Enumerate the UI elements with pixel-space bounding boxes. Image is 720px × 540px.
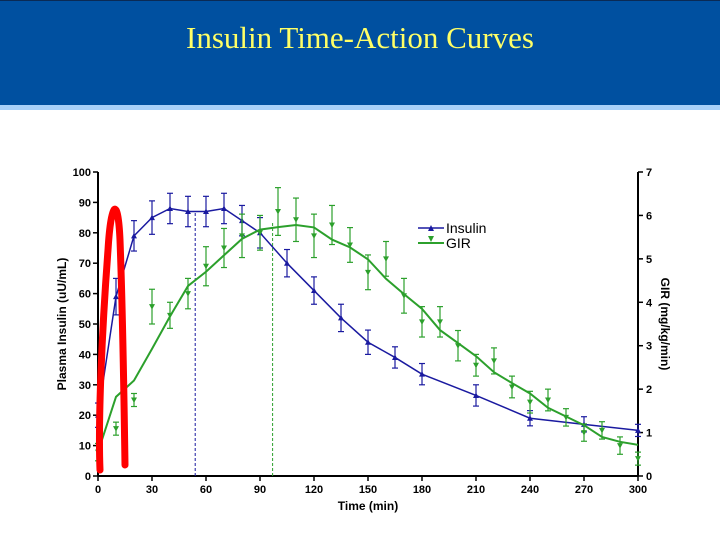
gir-data-point — [509, 384, 515, 390]
y2-tick-label: 3 — [646, 341, 652, 353]
legend-gir-label: GIR — [446, 235, 471, 251]
gir-data-point — [617, 443, 623, 449]
gir-data-point — [401, 293, 407, 299]
y2-tick-label: 7 — [646, 167, 652, 179]
x-tick-label: 30 — [146, 484, 158, 496]
legend-insulin-marker — [428, 225, 434, 231]
insulin-data-point — [284, 260, 290, 266]
legend-gir-marker — [428, 236, 434, 242]
x-tick-label: 270 — [575, 484, 593, 496]
x-tick-label: 300 — [629, 484, 647, 496]
gir-data-point — [311, 233, 317, 239]
y-tick-label: 80 — [79, 228, 91, 240]
gir-data-point — [221, 245, 227, 251]
x-tick-label: 120 — [305, 484, 323, 496]
x-tick-label: 150 — [359, 484, 377, 496]
gir-data-point — [491, 358, 497, 364]
legend-insulin-label: Insulin — [446, 220, 486, 236]
y2-tick-label: 4 — [646, 297, 653, 309]
slide-title: Insulin Time-Action Curves — [186, 20, 534, 55]
x-tick-label: 180 — [413, 484, 431, 496]
gir-data-point — [635, 456, 641, 462]
y-tick-label: 70 — [79, 258, 91, 270]
x-axis-label: Time (min) — [338, 499, 398, 513]
gir-data-point — [455, 343, 461, 349]
y-tick-label: 90 — [79, 197, 91, 209]
gir-data-point — [563, 414, 569, 421]
insulin-data-point — [203, 208, 209, 215]
gir-data-point — [167, 312, 173, 319]
insulin-data-point — [473, 392, 479, 398]
gir-data-point — [599, 427, 605, 434]
insulin-data-point — [149, 214, 155, 221]
insulin-data-point — [338, 314, 344, 321]
y-axis-label: Plasma Insulin (uU/mL) — [55, 258, 69, 391]
insulin-data-point — [185, 208, 191, 215]
gir-data-point — [203, 263, 209, 270]
x-tick-label: 210 — [467, 484, 485, 496]
insulin-data-point — [365, 339, 371, 345]
slide-header — [0, 0, 720, 105]
gir-data-point — [329, 222, 335, 228]
y-tick-label: 30 — [79, 380, 91, 392]
y2-tick-label: 1 — [646, 428, 652, 440]
gir-data-point — [419, 319, 425, 325]
x-tick-label: 90 — [254, 484, 266, 496]
y-tick-label: 60 — [79, 289, 91, 301]
insulin-data-point — [419, 371, 425, 377]
header-accent-strip — [0, 105, 720, 110]
x-tick-label: 240 — [521, 484, 539, 496]
red-hand-drawn-annotation — [95, 205, 129, 474]
series-insulin — [95, 192, 641, 438]
y-tick-label: 100 — [73, 167, 91, 179]
y-tick-label: 50 — [79, 319, 91, 331]
insulin-data-point — [221, 205, 227, 211]
insulin-data-point — [311, 287, 317, 294]
gir-data-point — [383, 256, 389, 262]
gir-data-point — [239, 233, 245, 239]
y-tick-label: 20 — [79, 410, 91, 422]
y-tick-label: 0 — [85, 471, 91, 483]
gir-data-point — [185, 291, 191, 297]
y2-tick-label: 6 — [646, 210, 652, 222]
y2-tick-label: 0 — [646, 471, 652, 483]
insulin-data-point — [392, 354, 398, 360]
gir-data-point — [365, 269, 371, 276]
y2-tick-label: 2 — [646, 384, 652, 396]
x-tick-label: 0 — [95, 484, 101, 496]
y2-axis-label: GIR (mg/kg/min) — [658, 278, 672, 371]
insulin-data-point — [131, 232, 137, 239]
gir-data-point — [149, 304, 155, 310]
gir-data-point — [113, 426, 119, 432]
gir-data-point — [473, 362, 479, 369]
gir-data-point — [131, 397, 137, 403]
x-tick-label: 60 — [200, 484, 212, 496]
gir-data-point — [293, 217, 299, 223]
gir-data-point — [581, 430, 587, 436]
gir-data-point — [257, 230, 263, 236]
insulin-data-point — [635, 427, 641, 433]
insulin-data-point — [167, 205, 173, 211]
gir-data-point — [545, 397, 551, 403]
y2-tick-label: 5 — [646, 254, 652, 266]
insulin-line — [97, 207, 639, 432]
y-tick-label: 10 — [79, 441, 91, 453]
series-gir — [95, 187, 641, 466]
insulin-data-point — [113, 293, 119, 300]
gir-data-point — [527, 399, 533, 406]
gir-data-point — [347, 242, 353, 248]
gir-data-point — [437, 319, 443, 325]
legend: Insulin GIR — [418, 220, 486, 251]
insulin-data-point — [527, 415, 533, 421]
y-tick-label: 40 — [79, 349, 91, 361]
gir-data-point — [275, 209, 281, 215]
